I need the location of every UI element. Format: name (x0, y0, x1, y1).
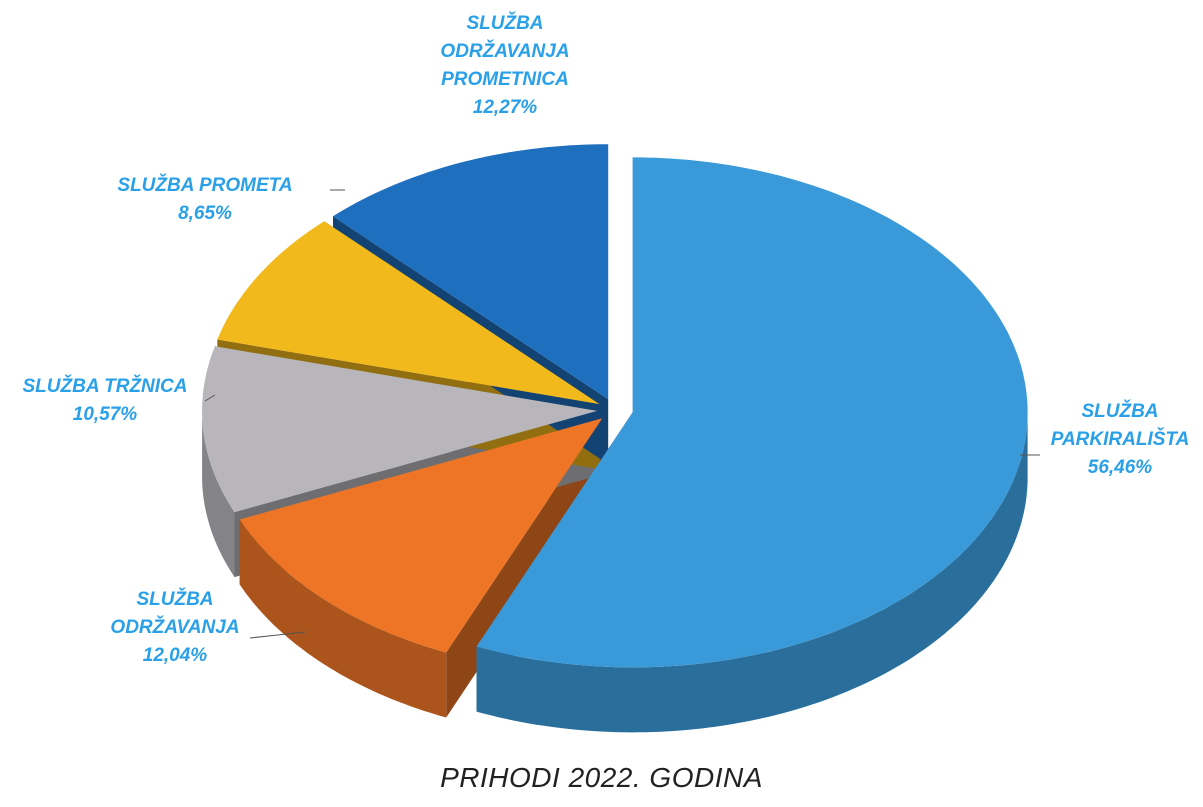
slice-side (202, 410, 235, 578)
slice (333, 144, 609, 400)
data-label: SLUŽBA ODRŽAVANJA PROMETNICA 12,27% (425, 10, 585, 122)
label-value: 12,27% (472, 97, 538, 118)
slice-side (476, 412, 1028, 733)
slice-side (239, 519, 447, 718)
label-name: SLUŽBA PARKIRALIŠTA (1050, 401, 1190, 450)
label-name: SLUŽBA ODRŽAVANJA (110, 589, 240, 638)
chart-title: PRIHODI 2022. GODINA (440, 762, 763, 793)
label-value: 8,65% (178, 203, 232, 224)
label-name: SLUŽBA ODRŽAVANJA PROMETNICA (440, 13, 570, 90)
slice (217, 221, 600, 405)
data-label: SLUŽBA PROMETA 8,65% (75, 172, 335, 228)
data-label: SLUŽBA ODRŽAVANJA 12,04% (90, 586, 260, 670)
leader-line (249, 631, 306, 639)
label-value: 56,46% (1087, 457, 1153, 478)
slice (239, 418, 603, 653)
label-name: SLUŽBA PROMETA (117, 175, 293, 196)
label-name: SLUŽBA TRŽNICA (22, 376, 188, 397)
label-value: 10,57% (72, 404, 138, 425)
slice (476, 157, 1028, 668)
data-label: SLUŽBA PARKIRALIŠTA 56,46% (1035, 398, 1203, 482)
slice (202, 346, 598, 513)
data-label: SLUŽBA TRŽNICA 10,57% (0, 373, 215, 429)
leader-line (204, 394, 216, 402)
label-value: 12,04% (142, 645, 208, 666)
